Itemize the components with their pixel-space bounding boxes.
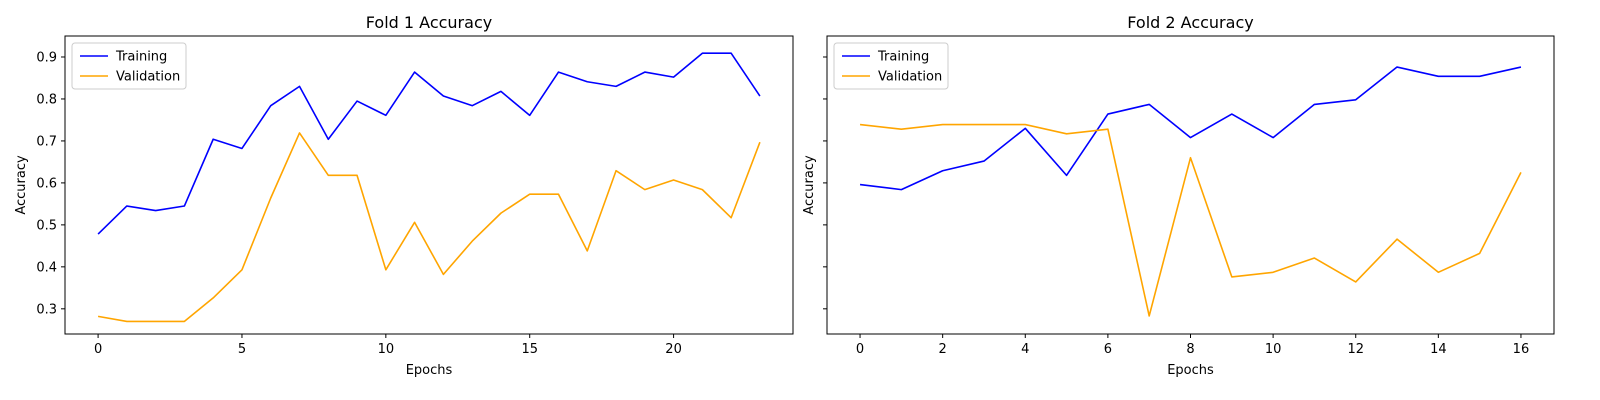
fold-1-x-tick-label: 0 — [94, 342, 102, 357]
fold-1-x-tick-label: 15 — [521, 342, 538, 357]
fold-2-x-tick-label: 6 — [1104, 342, 1112, 357]
fold-1-x-tick-label: 10 — [378, 342, 395, 357]
fold-1-legend-training-label: Training — [115, 50, 167, 65]
fold-2-y-axis-label: Accuracy — [802, 155, 817, 215]
fold-2-accuracy-chart: Fold 2 Accuracy 0 2 4 6 8 10 12 14 16 Epochs Accura… — [802, 13, 1555, 378]
fold-1-y-axis-label: Accuracy — [14, 155, 29, 215]
fold-1-y-tick-label: 0.4 — [36, 260, 57, 275]
fold-1-accuracy-chart: Fold 1 Accuracy 0 5 10 15 20 0.3 0.4 0.5 0.6 0.7 0.… — [14, 13, 794, 378]
fold-1-y-tick-label: 0.9 — [36, 50, 57, 65]
fold-2-x-tick-label: 14 — [1430, 342, 1447, 357]
fold-2-x-tick-label: 2 — [939, 342, 947, 357]
fold-2-x-axis-label: Epochs — [1167, 363, 1214, 378]
fold-1-legend-validation-label: Validation — [116, 70, 180, 85]
fold-1-x-axis-label: Epochs — [406, 363, 453, 378]
fold-2-legend-validation-label: Validation — [878, 70, 942, 85]
fold-1-x-tick-label: 5 — [238, 342, 246, 357]
fold-2-legend: Training Validation — [833, 42, 949, 90]
fold-1-y-tick-label: 0.8 — [36, 92, 57, 107]
fold-2-x-tick-label: 4 — [1021, 342, 1029, 357]
fold-1-y-tick-label: 0.6 — [36, 176, 57, 191]
fold-1-validation-line — [97, 132, 761, 323]
fold-1-training-line — [97, 52, 761, 235]
fold-1-y-tick-label: 0.7 — [36, 134, 57, 149]
fold-2-validation-line — [859, 123, 1522, 317]
fold-2-legend-box — [833, 42, 949, 90]
fold-1-title: Fold 1 Accuracy — [366, 13, 492, 32]
fold-2-x-tick-label: 0 — [856, 342, 864, 357]
fold-2-title: Fold 2 Accuracy — [1127, 13, 1253, 32]
fold-1-legend-box — [71, 42, 187, 90]
fold-2-x-tick-label: 12 — [1347, 342, 1364, 357]
fold-2-x-tick-label: 10 — [1265, 342, 1282, 357]
fold-1-x-tick-label: 20 — [665, 342, 682, 357]
fold-2-x-tick-label: 8 — [1186, 342, 1194, 357]
fold-2-training-line — [859, 66, 1522, 191]
fold-2-legend-training-label: Training — [877, 50, 929, 65]
fold-1-legend: Training Validation — [71, 42, 187, 90]
fold-1-axes-frame — [64, 35, 794, 335]
fold-2-x-tick-label: 16 — [1513, 342, 1530, 357]
fold-1-y-tick-label: 0.5 — [36, 218, 57, 233]
fold-1-y-tick-label: 0.3 — [36, 302, 57, 317]
